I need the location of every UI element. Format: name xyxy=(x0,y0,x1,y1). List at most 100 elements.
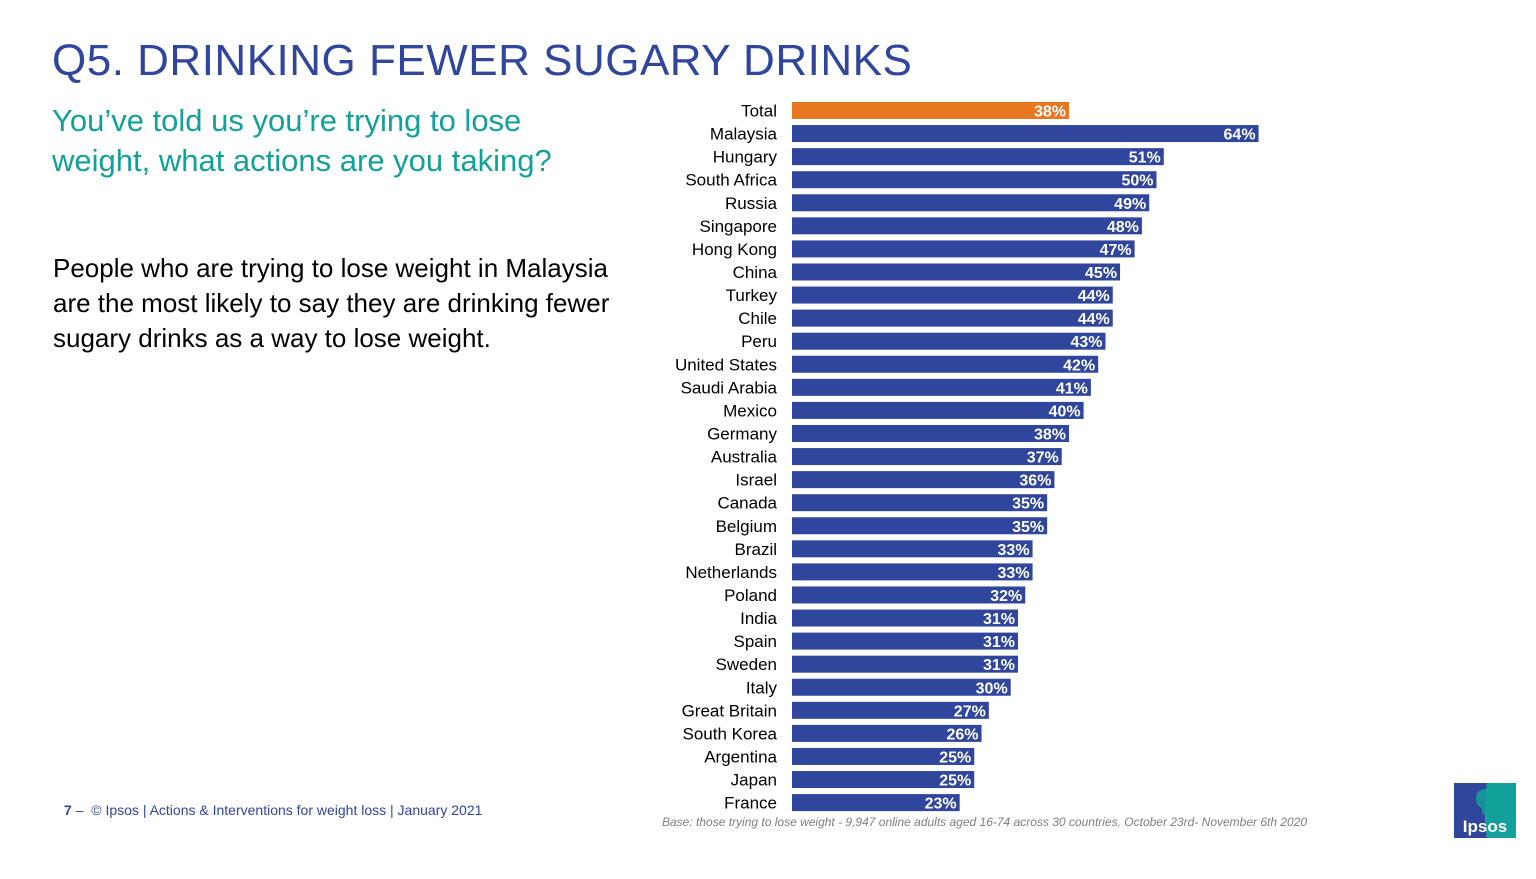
footer: 7 – © Ipsos | Actions & Interventions fo… xyxy=(64,802,482,818)
category-label-total: Total xyxy=(741,102,777,121)
value-label-great-britain: 27% xyxy=(954,703,986,720)
category-label-hungary: Hungary xyxy=(713,148,778,167)
bar-saudi-arabia xyxy=(792,378,1091,396)
bar-chile xyxy=(792,309,1113,327)
bar-hungary xyxy=(792,148,1164,166)
category-label-turkey: Turkey xyxy=(726,286,778,305)
category-label-peru: Peru xyxy=(741,332,777,351)
category-label-belgium: Belgium xyxy=(716,517,777,536)
bar-spain xyxy=(792,632,1018,650)
category-label-netherlands: Netherlands xyxy=(685,563,777,582)
value-label-south-africa: 50% xyxy=(1121,173,1153,190)
bar-peru xyxy=(792,332,1106,350)
bar-great-britain xyxy=(792,701,989,719)
base-note: Base: those trying to lose weight - 9,94… xyxy=(662,815,1308,829)
value-label-italy: 30% xyxy=(976,680,1008,697)
value-label-hungary: 51% xyxy=(1129,150,1161,167)
category-label-germany: Germany xyxy=(707,424,777,443)
bar-south-korea xyxy=(792,724,982,742)
value-label-australia: 37% xyxy=(1027,450,1059,467)
bar-belgium xyxy=(792,517,1048,535)
category-label-mexico: Mexico xyxy=(723,401,777,420)
bar-brazil xyxy=(792,540,1033,558)
value-label-japan: 25% xyxy=(939,773,971,790)
bar-argentina xyxy=(792,747,975,765)
ipsos-logo: Ipsos xyxy=(1453,781,1517,839)
category-label-france: France xyxy=(724,794,777,813)
value-label-israel: 36% xyxy=(1019,473,1051,490)
category-label-united-states: United States xyxy=(675,355,777,374)
category-label-russia: Russia xyxy=(725,194,778,213)
bar-germany xyxy=(792,424,1070,442)
bar-netherlands xyxy=(792,563,1033,581)
bar-canada xyxy=(792,494,1048,512)
bar-india xyxy=(792,609,1018,627)
value-label-mexico: 40% xyxy=(1049,403,1081,420)
value-label-chile: 44% xyxy=(1078,311,1110,328)
value-label-malaysia: 64% xyxy=(1224,127,1256,144)
value-label-peru: 43% xyxy=(1070,334,1102,351)
value-label-total: 38% xyxy=(1034,104,1066,121)
footer-separator: – xyxy=(75,802,84,818)
bar-total xyxy=(792,102,1070,119)
category-label-hong-kong: Hong Kong xyxy=(692,240,777,259)
value-label-united-states: 42% xyxy=(1063,357,1095,374)
value-label-russia: 49% xyxy=(1114,196,1146,213)
value-label-hong-kong: 47% xyxy=(1100,242,1132,259)
category-label-argentina: Argentina xyxy=(704,747,777,766)
bar-china xyxy=(792,263,1121,281)
value-label-india: 31% xyxy=(983,611,1015,628)
bar-france xyxy=(792,794,960,812)
value-label-brazil: 33% xyxy=(998,542,1030,559)
category-label-south-africa: South Africa xyxy=(685,171,777,190)
bar-sweden xyxy=(792,655,1018,673)
value-label-singapore: 48% xyxy=(1107,219,1139,236)
category-label-canada: Canada xyxy=(717,494,777,513)
category-label-malaysia: Malaysia xyxy=(710,125,778,144)
value-label-canada: 35% xyxy=(1012,496,1044,513)
bar-italy xyxy=(792,678,1011,696)
slide-body-text: People who are trying to lose weight in … xyxy=(53,253,610,353)
bar-south-africa xyxy=(792,171,1157,189)
value-label-spain: 31% xyxy=(983,634,1015,651)
category-label-poland: Poland xyxy=(724,586,777,605)
logo-text: Ipsos xyxy=(1463,817,1507,836)
footer-text: © Ipsos | Actions & Interventions for we… xyxy=(91,802,483,818)
bar-australia xyxy=(792,448,1062,466)
slide-title: Q5. DRINKING FEWER SUGARY DRINKS xyxy=(52,36,913,85)
category-label-south-korea: South Korea xyxy=(682,724,777,743)
value-label-saudi-arabia: 41% xyxy=(1056,380,1088,397)
slide-subtitle: You’ve told us you’re trying to lose wei… xyxy=(52,103,552,178)
value-label-germany: 38% xyxy=(1034,426,1066,443)
value-label-turkey: 44% xyxy=(1078,288,1110,305)
bar-japan xyxy=(792,771,975,789)
bar-poland xyxy=(792,586,1026,604)
bar-turkey xyxy=(792,286,1113,304)
bar-israel xyxy=(792,471,1055,489)
value-label-belgium: 35% xyxy=(1012,519,1044,536)
value-label-france: 23% xyxy=(925,796,957,813)
bar-mexico xyxy=(792,401,1084,419)
value-label-netherlands: 33% xyxy=(998,565,1030,582)
bar-hong-kong xyxy=(792,240,1135,258)
category-label-india: India xyxy=(740,609,777,628)
category-label-israel: Israel xyxy=(735,471,777,490)
value-label-sweden: 31% xyxy=(983,657,1015,674)
category-label-spain: Spain xyxy=(734,632,777,651)
bar-russia xyxy=(792,194,1150,212)
bar-malaysia xyxy=(792,125,1259,143)
value-label-argentina: 25% xyxy=(939,749,971,766)
category-label-china: China xyxy=(733,263,778,282)
category-label-italy: Italy xyxy=(746,678,778,697)
category-label-chile: Chile xyxy=(738,309,777,328)
category-label-sweden: Sweden xyxy=(716,655,777,674)
category-label-singapore: Singapore xyxy=(699,217,777,236)
bar-united-states xyxy=(792,355,1099,373)
category-label-australia: Australia xyxy=(711,448,778,467)
value-label-poland: 32% xyxy=(990,588,1022,605)
category-label-great-britain: Great Britain xyxy=(682,701,777,720)
category-label-saudi-arabia: Saudi Arabia xyxy=(681,378,778,397)
category-label-japan: Japan xyxy=(731,771,777,790)
value-label-china: 45% xyxy=(1085,265,1117,282)
